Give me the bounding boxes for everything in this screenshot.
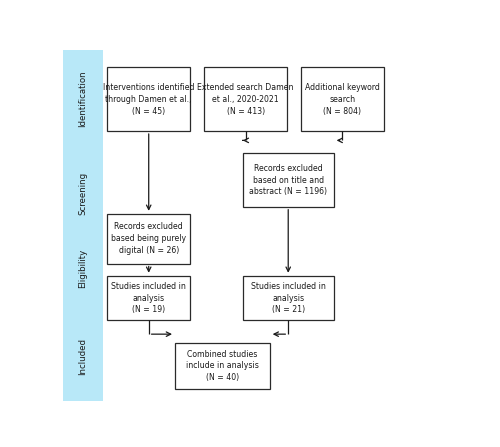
Text: Combined studies
include in analysis
(N = 40): Combined studies include in analysis (N … [186, 350, 259, 382]
Text: Records excluded
based on title and
abstract (N = 1196): Records excluded based on title and abst… [249, 164, 327, 196]
Bar [242, 276, 334, 320]
Text: Additional keyword
search
(N = 804): Additional keyword search (N = 804) [305, 83, 380, 115]
Bar [175, 343, 270, 389]
Text: Eligibility: Eligibility [78, 249, 88, 288]
Text: Screening: Screening [78, 172, 88, 215]
Text: Records excluded
based being purely
digital (N = 26): Records excluded based being purely digi… [111, 222, 186, 255]
Bar [204, 67, 287, 131]
Text: Identification: Identification [78, 70, 88, 127]
Bar [242, 153, 334, 207]
Bar [107, 276, 190, 320]
Bar [62, 238, 103, 301]
Text: Interventions identified
through Damen et al.,
(N = 45): Interventions identified through Damen e… [103, 83, 194, 115]
Bar [62, 301, 103, 401]
Bar [62, 150, 103, 238]
Bar [62, 50, 103, 150]
Text: Extended search Damen
et al., 2020-2021
(N = 413): Extended search Damen et al., 2020-2021 … [198, 83, 294, 115]
Text: Included: Included [78, 338, 88, 375]
Text: Studies included in
analysis
(N = 21): Studies included in analysis (N = 21) [251, 282, 326, 314]
Bar [301, 67, 384, 131]
Bar [107, 67, 190, 131]
Text: Studies included in
analysis
(N = 19): Studies included in analysis (N = 19) [112, 282, 186, 314]
Bar [107, 214, 190, 264]
